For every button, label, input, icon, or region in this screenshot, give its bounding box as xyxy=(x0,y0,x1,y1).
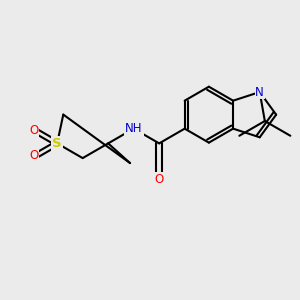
Text: S: S xyxy=(52,137,62,150)
Text: NH: NH xyxy=(125,122,142,135)
Text: O: O xyxy=(29,149,39,162)
Text: N: N xyxy=(255,85,264,98)
Text: O: O xyxy=(29,124,39,137)
Text: O: O xyxy=(154,173,164,186)
